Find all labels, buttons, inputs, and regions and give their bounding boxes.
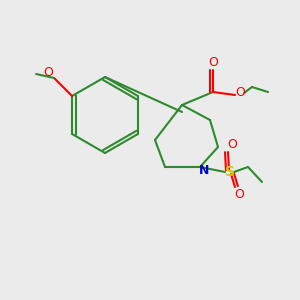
Text: O: O bbox=[208, 56, 218, 68]
Text: S: S bbox=[225, 165, 235, 179]
Text: O: O bbox=[235, 86, 245, 100]
Text: N: N bbox=[199, 164, 209, 176]
Text: O: O bbox=[43, 65, 53, 79]
Text: O: O bbox=[234, 188, 244, 200]
Text: O: O bbox=[227, 137, 237, 151]
